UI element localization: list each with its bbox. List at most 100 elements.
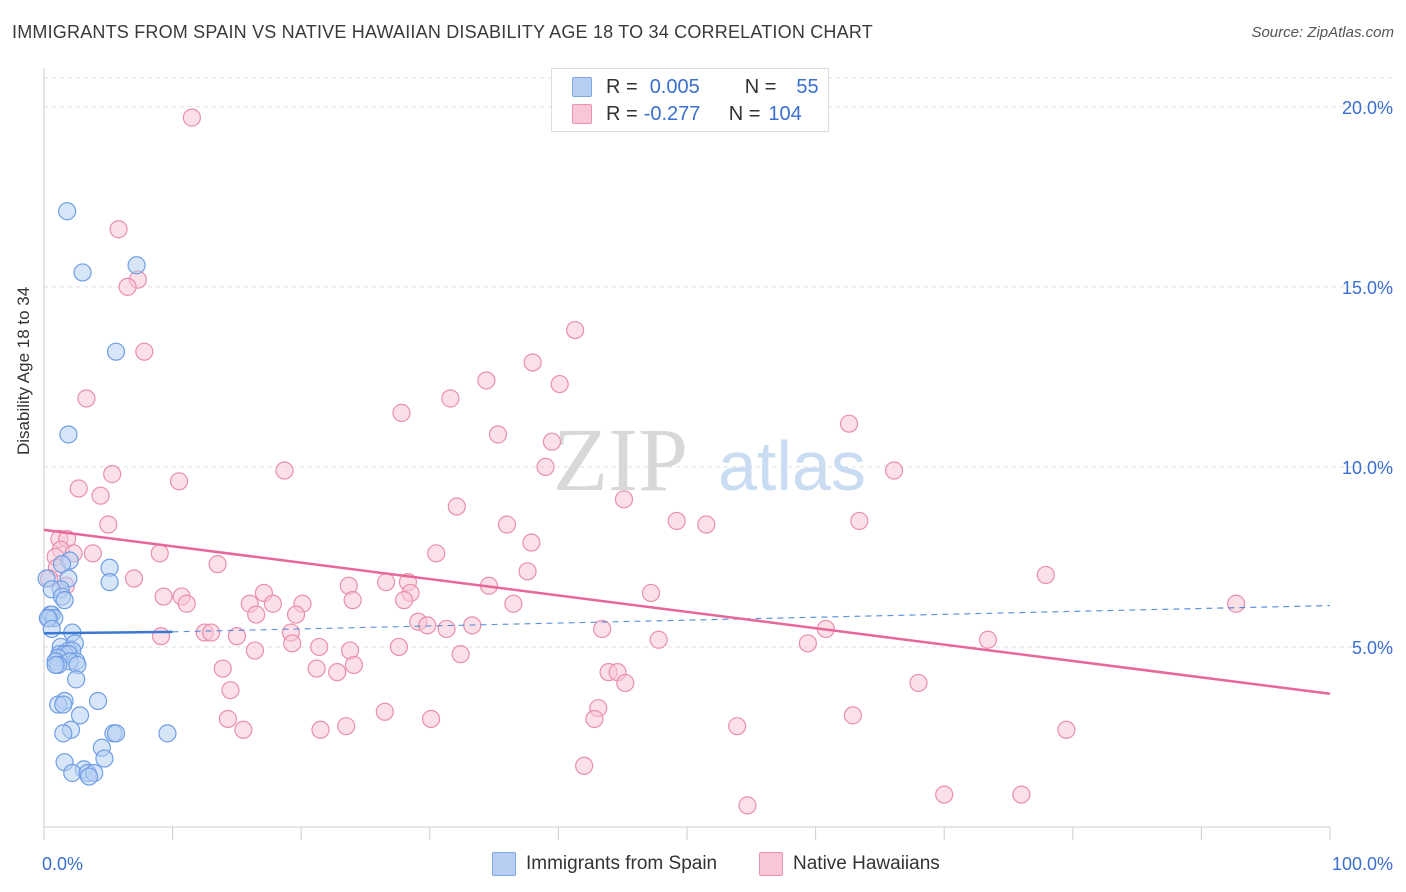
pink-data-point	[208, 555, 227, 574]
pink-data-point	[477, 371, 496, 390]
pink-data-point	[488, 425, 508, 444]
pink-data-point	[394, 591, 414, 610]
pink-data-point	[614, 490, 634, 509]
blue-data-point	[55, 591, 74, 610]
pink-data-point	[234, 720, 253, 739]
legend-item-pink[interactable]: Native Hawaiians	[759, 851, 940, 877]
pink-data-point	[451, 645, 470, 664]
pink-data-point	[247, 605, 266, 624]
blue-data-point	[73, 263, 92, 282]
pink-data-point	[839, 414, 859, 433]
pink-data-point	[169, 472, 189, 491]
pink-data-point	[909, 673, 928, 693]
pink-data-point	[566, 320, 585, 340]
blue-data-point	[95, 749, 114, 768]
blue-data-point	[79, 767, 99, 786]
n-label: N =	[744, 75, 777, 98]
pink-data-point	[421, 709, 441, 729]
pink-data-point	[585, 709, 604, 729]
pink-data-point	[286, 605, 306, 624]
chart-title: IMMIGRANTS FROM SPAIN VS NATIVE HAWAIIAN…	[12, 22, 873, 42]
source-label: Source: ZipAtlas.com	[1251, 24, 1394, 41]
pink-data-point	[447, 497, 466, 516]
blue-r-value: 0.005	[649, 75, 700, 98]
pink-data-point	[441, 389, 460, 408]
blue-data-point	[106, 342, 126, 361]
pink-data-point	[418, 616, 437, 635]
blue-data-point	[54, 724, 73, 743]
pink-data-point	[1227, 594, 1246, 613]
blue-data-point	[63, 763, 82, 783]
pink-data-point	[497, 515, 517, 534]
blue-trendline-solid	[43, 630, 173, 635]
pink-data-point	[283, 634, 302, 653]
n-label: N =	[728, 102, 761, 125]
blue-data-point	[54, 695, 73, 714]
watermark-atlas: atlas	[718, 427, 866, 505]
y-axis-label: Disability Age 18 to 34	[14, 286, 33, 455]
blue-data-point	[67, 670, 86, 689]
blue-data-point	[70, 706, 90, 725]
pink-data-point	[69, 479, 88, 498]
blue-trendline-dashed	[172, 604, 1331, 633]
legend-label-pink: Native Hawaiians	[793, 853, 940, 874]
y-tick-labels: 5.0% 10.0% 15.0% 20.0%	[1342, 98, 1393, 658]
pink-data-point	[202, 623, 221, 642]
pink-data-point	[738, 796, 757, 815]
x-tick-labels: 0.0% 100.0%	[42, 854, 1393, 874]
pink-data-point	[150, 544, 169, 563]
stats-swatch-pink	[572, 104, 592, 124]
blue-data-point	[106, 724, 126, 743]
pink-data-point	[522, 533, 541, 552]
pink-data-point	[275, 461, 294, 480]
pink-data-point	[109, 220, 128, 239]
legend-swatch-pink	[759, 852, 783, 876]
pink-r-value: -0.277	[643, 102, 701, 125]
gridlines	[44, 77, 1395, 648]
pink-data-point	[798, 634, 817, 653]
pink-data-point	[1012, 785, 1031, 804]
pink-data-point	[518, 562, 537, 581]
immigrants-from-spain-points	[37, 202, 177, 786]
stats-row-blue: R = 0.005 N = 55	[572, 74, 819, 100]
pink-data-point	[213, 659, 232, 678]
blue-data-point	[46, 655, 65, 675]
blue-n-value: 55	[796, 75, 819, 98]
axes	[43, 68, 1331, 840]
r-label: R =	[606, 75, 638, 98]
pink-data-point	[978, 630, 998, 649]
blue-data-point	[58, 202, 77, 221]
pink-data-point	[504, 594, 523, 613]
pink-data-point	[375, 702, 394, 721]
pink-data-point	[935, 785, 954, 804]
blue-data-point	[59, 425, 78, 444]
pink-data-point	[649, 630, 668, 649]
y-tick-label: 10.0%	[1342, 458, 1393, 478]
blue-data-point	[100, 573, 119, 592]
pink-trendline	[43, 528, 1331, 696]
pink-data-point	[728, 717, 747, 736]
watermark: ZIP atlas	[553, 411, 866, 510]
pink-data-point	[311, 720, 330, 739]
trendlines	[43, 528, 1331, 696]
legend-item-blue[interactable]: Immigrants from Spain	[492, 851, 717, 877]
pink-data-point	[177, 594, 196, 613]
stats-swatch-blue	[572, 77, 592, 97]
pink-data-point	[427, 544, 446, 563]
pink-data-point	[344, 655, 364, 675]
pink-data-point	[307, 659, 326, 678]
pink-data-point	[523, 353, 542, 372]
pink-data-point	[667, 511, 686, 531]
legend-swatch-blue	[492, 852, 516, 876]
stats-box: R = 0.005 N = 55 R = -0.277 N = 104	[551, 68, 829, 132]
pink-data-point	[641, 583, 661, 603]
pink-data-point	[389, 637, 409, 657]
y-tick-label: 5.0%	[1352, 638, 1393, 658]
pink-data-point	[343, 591, 362, 610]
pink-data-point	[697, 515, 716, 534]
pink-data-point	[310, 637, 329, 657]
pink-data-point	[124, 569, 144, 588]
pink-data-point	[337, 717, 356, 736]
pink-data-point	[843, 706, 862, 725]
pink-data-point	[376, 573, 396, 592]
